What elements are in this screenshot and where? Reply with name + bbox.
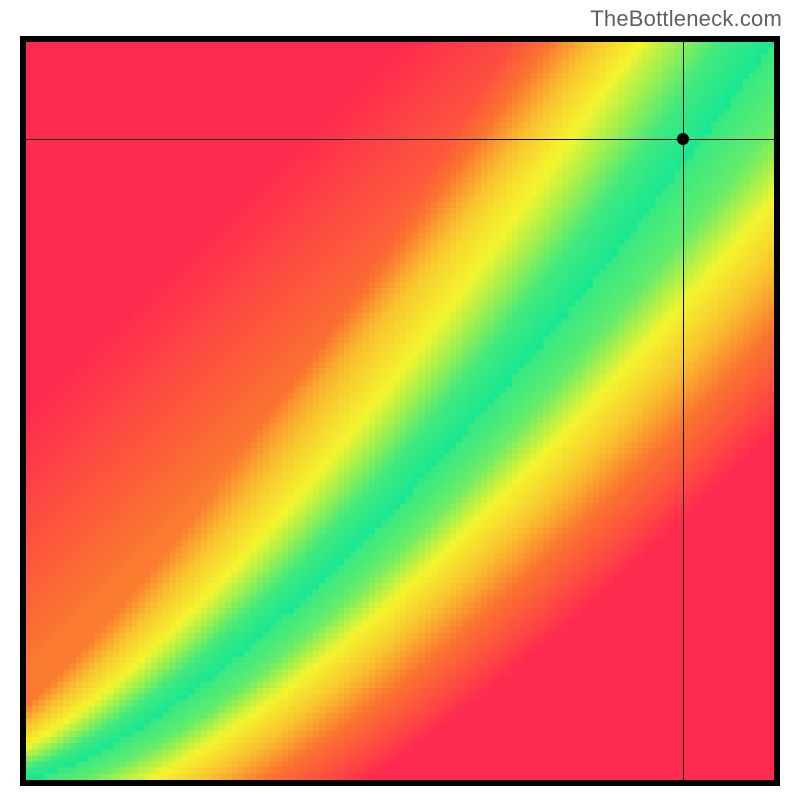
watermark-text: TheBottleneck.com	[590, 6, 782, 32]
heatmap-canvas	[26, 42, 774, 780]
chart-container: TheBottleneck.com	[0, 0, 800, 800]
plot-area	[20, 36, 780, 786]
